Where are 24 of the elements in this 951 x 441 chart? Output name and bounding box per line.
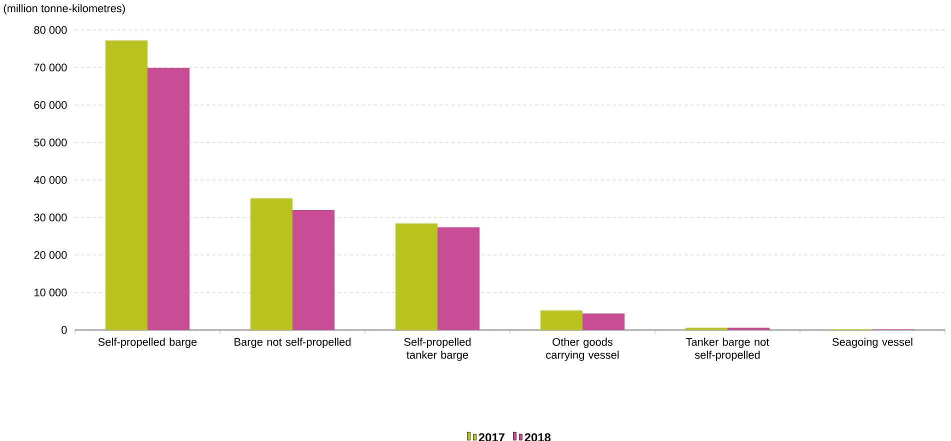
x-tick-label: Barge not self-propelled xyxy=(234,338,351,348)
bar xyxy=(148,68,190,330)
x-tick-label: Other goods carrying vessel xyxy=(546,338,619,361)
bar xyxy=(438,227,480,330)
x-tick-label: Seagoing vessel xyxy=(832,338,912,348)
y-tick-label: 80 000 xyxy=(34,26,67,34)
x-tick-label: Tanker barge not self-propelled xyxy=(686,338,770,361)
bar xyxy=(105,40,148,330)
y-tick-label: 10 000 xyxy=(34,288,67,296)
bar xyxy=(582,314,625,330)
bar xyxy=(540,310,583,330)
y-tick-label: 20 000 xyxy=(34,251,67,259)
bar xyxy=(292,210,335,330)
y-tick-label: 30 000 xyxy=(34,214,67,222)
y-tick-label: 40 000 xyxy=(34,176,67,184)
y-tick-label: 60 000 xyxy=(34,101,67,109)
bar xyxy=(395,224,438,330)
x-tick-label: Self-propelled barge xyxy=(98,338,197,348)
y-tick-label: 70 000 xyxy=(34,64,67,72)
y-axis-title: (million tonne-kilometres) xyxy=(4,4,125,14)
bar xyxy=(250,198,292,330)
x-tick-label: Self-propelled tanker barge xyxy=(404,338,471,361)
y-tick-label: 50 000 xyxy=(34,138,67,146)
y-tick-label: 0 xyxy=(62,326,67,334)
